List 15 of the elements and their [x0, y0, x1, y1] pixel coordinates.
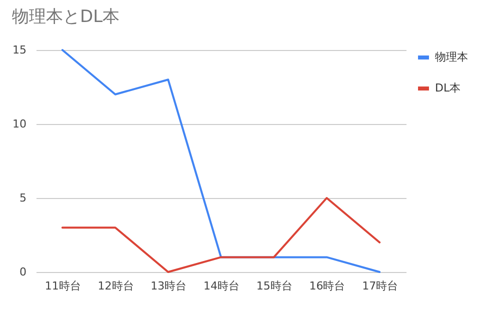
x-tick-label: 12時台 [98, 280, 134, 292]
chart-title: 物理本とDL本 [12, 7, 120, 27]
line-series [61, 197, 381, 273]
y-tick-label: 10 [12, 118, 26, 130]
x-tick-label: 15時台 [256, 280, 292, 292]
x-tick-label: 13時台 [150, 280, 187, 292]
x-tick-label: 16時台 [309, 280, 346, 292]
y-tick-label: 15 [12, 44, 26, 56]
legend-label: 物理本 [435, 50, 468, 64]
x-tick-label: 14時台 [204, 280, 240, 292]
legend-label: DL本 [435, 82, 461, 94]
x-tick-label: 11時台 [44, 280, 81, 292]
y-tick-label: 5 [20, 192, 26, 204]
x-tick-label: 17時台 [362, 280, 398, 292]
y-tick-label: 0 [20, 266, 26, 278]
